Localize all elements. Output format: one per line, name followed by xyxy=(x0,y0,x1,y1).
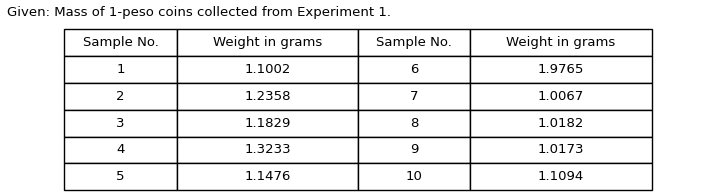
Text: Given: Mass of 1-peso coins collected from Experiment 1.: Given: Mass of 1-peso coins collected fr… xyxy=(7,6,391,19)
Bar xyxy=(64,163,177,190)
Bar xyxy=(358,110,470,137)
Text: 1.1829: 1.1829 xyxy=(244,117,291,130)
Bar xyxy=(177,137,358,163)
Bar xyxy=(64,137,177,163)
Bar xyxy=(470,137,652,163)
Text: 6: 6 xyxy=(410,63,418,76)
Text: 3: 3 xyxy=(117,117,125,130)
Bar xyxy=(177,163,358,190)
Text: 1.0182: 1.0182 xyxy=(538,117,584,130)
Bar xyxy=(64,83,177,110)
Text: 1.1476: 1.1476 xyxy=(244,170,291,183)
Text: 1.3233: 1.3233 xyxy=(244,143,291,156)
Bar xyxy=(177,29,358,56)
Bar xyxy=(177,110,358,137)
Text: Weight in grams: Weight in grams xyxy=(506,36,616,49)
Bar xyxy=(358,137,470,163)
Bar xyxy=(64,110,177,137)
Text: 9: 9 xyxy=(410,143,418,156)
Text: 8: 8 xyxy=(410,117,418,130)
Text: 5: 5 xyxy=(117,170,125,183)
Text: 1.1094: 1.1094 xyxy=(538,170,584,183)
Text: 4: 4 xyxy=(117,143,125,156)
Text: 1.2358: 1.2358 xyxy=(244,90,291,103)
Bar xyxy=(358,163,470,190)
Bar xyxy=(470,83,652,110)
Text: 2: 2 xyxy=(117,90,125,103)
Bar xyxy=(470,29,652,56)
Text: 1.0067: 1.0067 xyxy=(538,90,584,103)
Text: 1.1002: 1.1002 xyxy=(244,63,291,76)
Bar xyxy=(470,56,652,83)
Bar xyxy=(470,110,652,137)
Bar xyxy=(358,29,470,56)
Text: Sample No.: Sample No. xyxy=(82,36,158,49)
Text: Weight in grams: Weight in grams xyxy=(213,36,322,49)
Bar xyxy=(470,163,652,190)
Text: 10: 10 xyxy=(406,170,422,183)
Bar xyxy=(64,56,177,83)
Text: 7: 7 xyxy=(410,90,418,103)
Text: Sample No.: Sample No. xyxy=(376,36,452,49)
Bar xyxy=(64,29,177,56)
Bar xyxy=(177,56,358,83)
Text: 1.0173: 1.0173 xyxy=(538,143,584,156)
Text: 1: 1 xyxy=(117,63,125,76)
Bar xyxy=(358,56,470,83)
Bar xyxy=(177,83,358,110)
Bar xyxy=(358,83,470,110)
Text: 1.9765: 1.9765 xyxy=(538,63,584,76)
